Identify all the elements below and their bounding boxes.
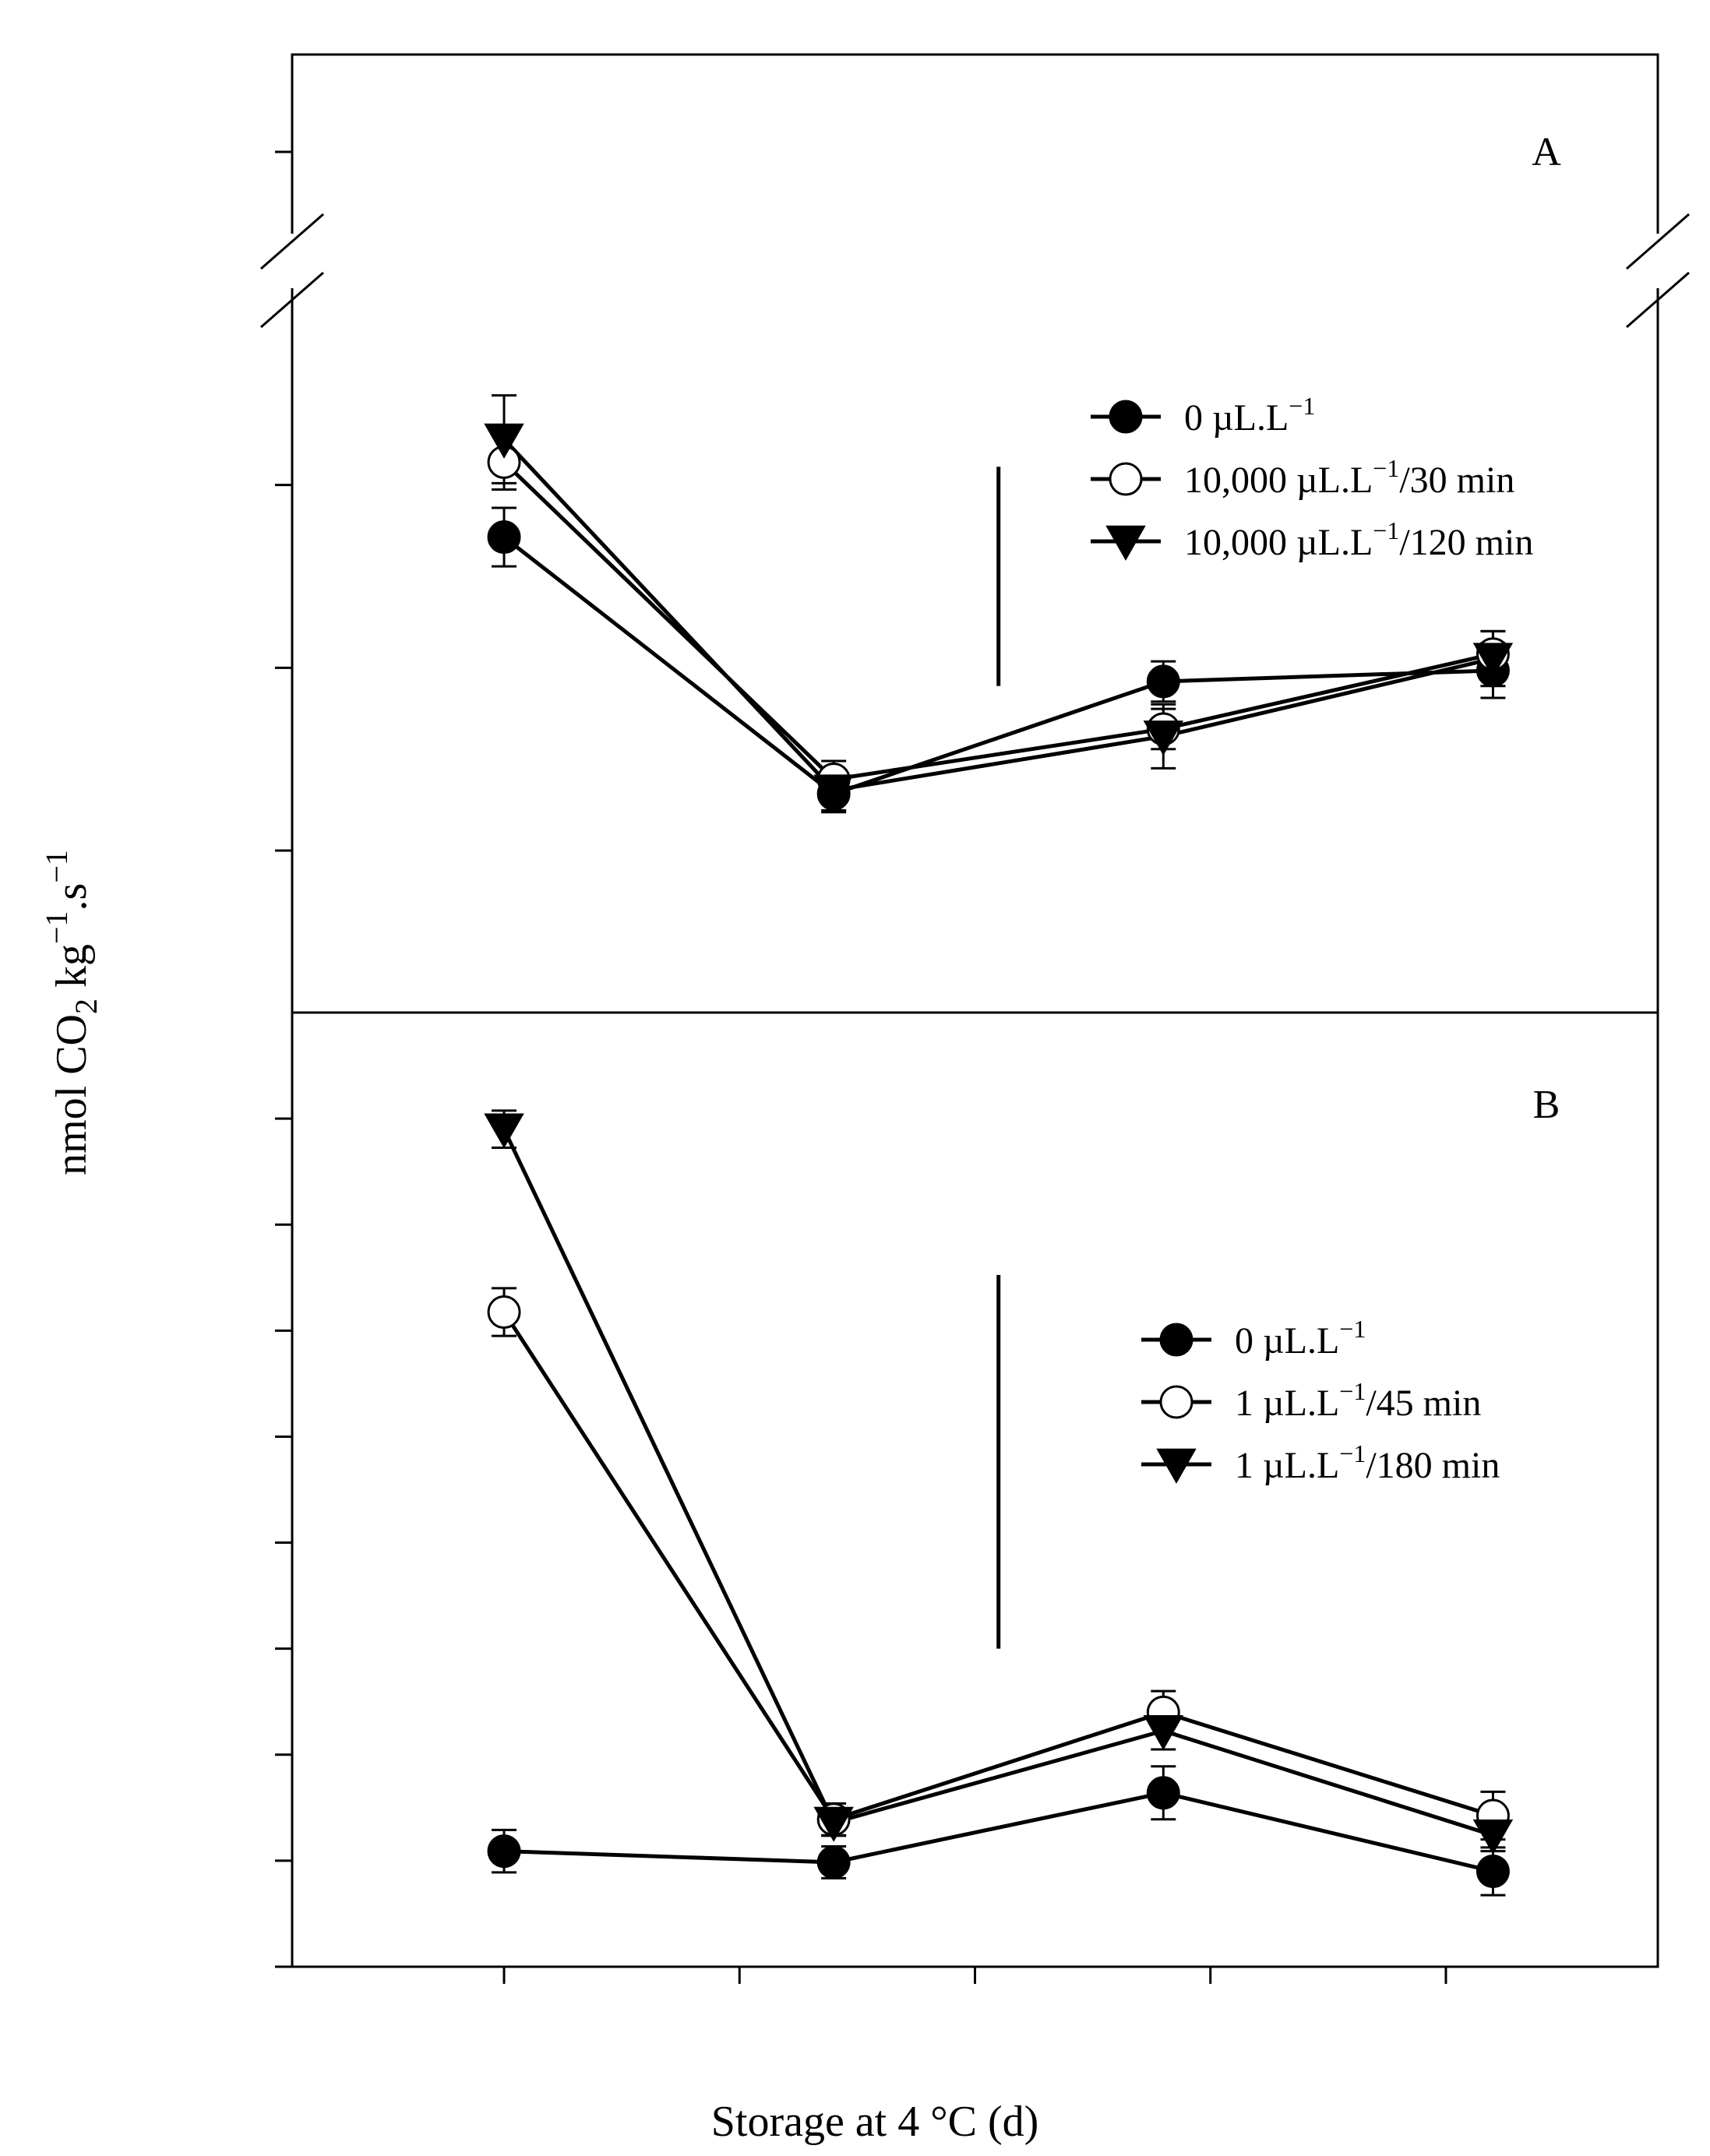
legend-main-b-2: 1 µL.L [1235,1445,1339,1486]
panel-a-marks [484,394,1514,814]
axis-break-mark-left-top [260,213,324,270]
legend-entry-b-0: 0 µL.L−1 [1235,1315,1366,1362]
point-a-2-2 [1143,720,1184,756]
legend-entry-b-2: 1 µL.L−1/180 min [1235,1439,1500,1486]
legend-sup-b-2: −1 [1339,1439,1366,1467]
y-axis-label-main: nmol CO [48,1014,96,1175]
panel-b-y-axis [275,1117,292,1968]
point-b-0-2 [1146,1776,1180,1810]
x-axis-label: Storage at 4 °C (d) [711,2098,1039,2146]
panel-a-label: A [1532,130,1561,174]
series-line-a-1 [502,460,1493,782]
panel-b-label: B [1533,1083,1560,1127]
panel-b-marks [484,1109,1514,1897]
series-line-a-2 [502,438,1494,793]
legend-marker-a-1 [1109,462,1143,496]
axis-break-mark-right-top [1626,213,1690,270]
legend-sup-b-1: −1 [1339,1377,1366,1405]
legend-main-b-0: 0 µL.L [1235,1320,1339,1362]
point-b-1-0 [487,1295,521,1330]
axis-break-mark-left-bottom [260,271,324,329]
legend-marker-b-1 [1159,1385,1193,1419]
y-axis-label-sub: 2 [69,999,104,1014]
axis-break-gap-right [1655,234,1661,288]
series-line-a-0 [502,535,1493,797]
point-b-0-3 [1476,1855,1510,1888]
series-line-b-0 [503,1791,1494,1873]
axis-break-gap-left [289,234,295,288]
legend-entry-b-1: 1 µL.L−1/45 min [1235,1377,1481,1424]
y-axis-label-sup1: −1 [39,911,74,944]
point-b-0-0 [487,1834,521,1869]
legend-sup-a-1: −1 [1373,454,1399,482]
legend-main-a-0: 0 µL.L [1184,397,1289,439]
legend-main-a-1: 10,000 µL.L [1184,460,1373,501]
legend-marker-b-2 [1156,1448,1197,1484]
legend-entry-a-1: 10,000 µL.L−1/30 min [1184,454,1514,501]
legend-marker-a-2 [1105,525,1146,561]
legend-entry-a-0: 0 µL.L−1 [1184,392,1315,439]
legend-marker-b-0 [1159,1323,1193,1357]
point-b-2-3 [1472,1820,1514,1855]
legend-tail-a-2: /120 min [1399,522,1533,563]
point-a-2-1 [813,774,854,810]
series-line-b-2 [502,1128,1494,1837]
point-a-2-3 [1472,643,1514,678]
y-axis-label-s: .s [48,883,96,911]
legend-tail-b-2: /180 min [1366,1445,1500,1486]
panel-a-y-axis [260,150,1690,852]
point-b-2-0 [484,1113,524,1149]
y-axis-label-sup2: −1 [39,850,74,883]
legend-marker-a-0 [1109,400,1143,434]
y-axis-label: nmol CO2 kg−1.s−1 [39,850,104,1175]
legend-tail-b-1: /45 min [1366,1383,1481,1424]
point-a-2-0 [484,423,524,459]
point-b-2-1 [813,1806,854,1842]
point-b-0-1 [816,1845,851,1879]
legend-tail-a-1: /30 min [1399,460,1514,501]
point-b-2-2 [1143,1714,1184,1750]
point-a-0-0 [487,520,521,555]
legend-main-a-2: 10,000 µL.L [1184,522,1373,563]
axis-break-mark-right-bottom [1626,271,1690,329]
legend-sup-a-2: −1 [1373,516,1399,544]
legend-sup-a-0: −1 [1289,392,1315,420]
point-a-0-2 [1146,664,1180,699]
legend-entry-a-2: 10,000 µL.L−1/120 min [1184,516,1533,563]
series-line-b-1 [502,1311,1494,1822]
legend-sup-b-0: −1 [1339,1315,1366,1343]
panel-b-x-axis [502,1967,1447,1984]
y-axis-label-kg: kg [48,944,96,999]
legend-main-b-1: 1 µL.L [1235,1383,1339,1424]
